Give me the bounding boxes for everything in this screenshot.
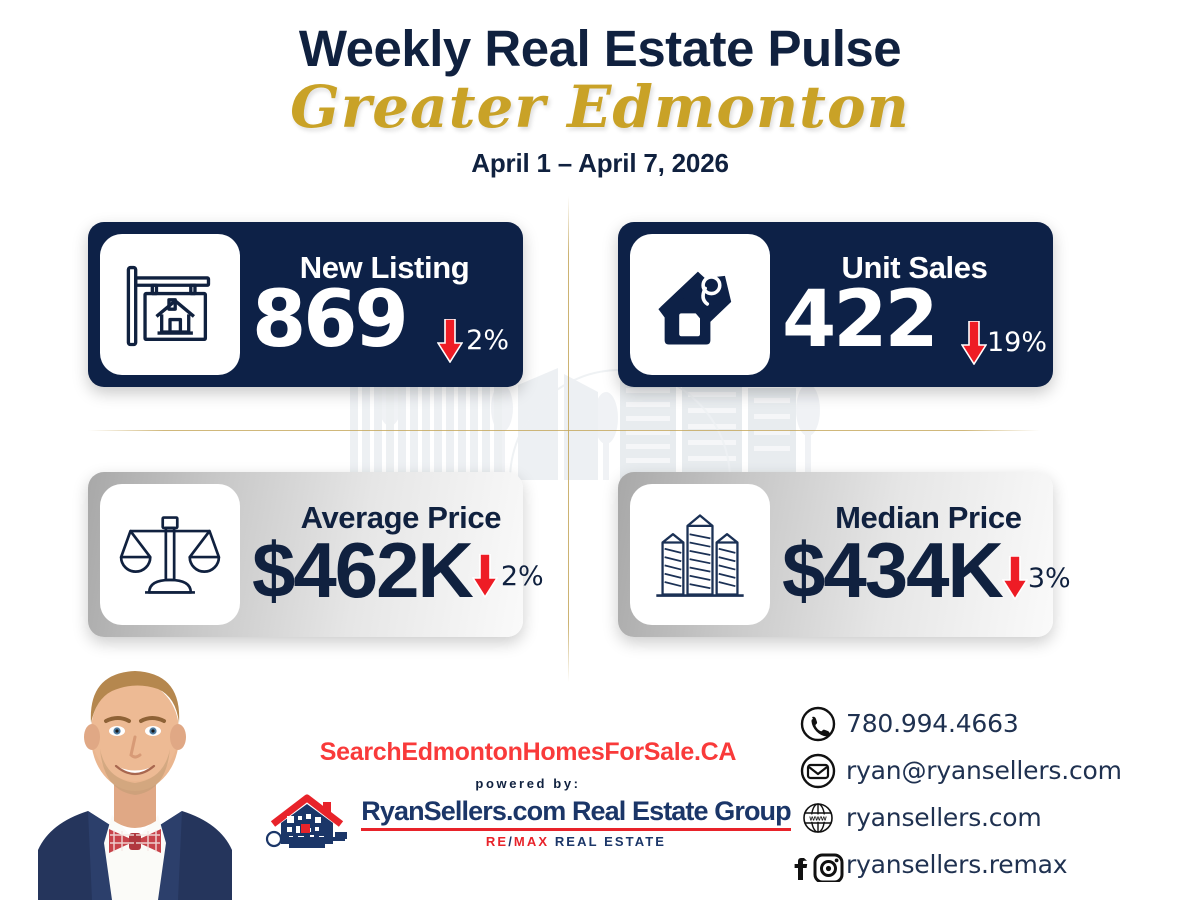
- stat-value: $462K: [252, 526, 474, 615]
- stat-value: $434K: [782, 526, 1004, 615]
- delta-badge: 19%: [960, 320, 1047, 365]
- stat-card-median-price: Median Price $434K 3%: [618, 472, 1071, 637]
- contact-row-social[interactable]: ryansellers.remax: [790, 841, 1122, 888]
- card-body: Median Price $434K 3%: [770, 472, 1081, 637]
- brand-logo-row: RyanSellers.com Real Estate Group RE/MAX…: [258, 792, 798, 854]
- remax-tail: REAL ESTATE: [549, 833, 667, 849]
- contact-row-website[interactable]: www ryansellers.com: [790, 794, 1122, 841]
- stat-label: Unit Sales: [841, 250, 988, 286]
- horizontal-divider: [88, 430, 1040, 431]
- house-price-tag-icon: [630, 234, 770, 375]
- agent-headshot: [38, 671, 232, 900]
- stat-card-unit-sales: Unit Sales 422 19%: [618, 222, 1053, 387]
- contact-list: 780.994.4663 ryan@ryansellers.com www ry…: [790, 700, 1122, 888]
- remax-slash: /: [508, 833, 514, 849]
- arrow-down-icon: [471, 554, 498, 598]
- brand-divider-rule: [361, 827, 791, 831]
- contact-row-phone[interactable]: 780.994.4663: [790, 700, 1122, 747]
- vertical-divider: [568, 196, 569, 682]
- website-address: ryansellers.com: [846, 803, 1042, 832]
- globe-icon: www: [790, 801, 846, 835]
- delta-badge: 3%: [1001, 556, 1071, 600]
- stat-card-average-price: Average Price $462K 2%: [88, 472, 544, 637]
- for-sale-sign-icon: [100, 234, 240, 375]
- arrow-down-icon: [1001, 556, 1028, 600]
- brand-text: RyanSellers.com Real Estate Group RE/MAX…: [357, 796, 792, 849]
- brand-block: SearchEdmontonHomesForSale.CA powered by…: [258, 738, 798, 854]
- delta-badge: 2%: [437, 318, 509, 363]
- stat-value-row: $434K 3%: [776, 526, 1081, 615]
- page-title: Weekly Real Estate Pulse: [298, 20, 902, 77]
- card-body: Average Price $462K 2%: [240, 472, 556, 637]
- card-body: New Listing 869 2%: [240, 222, 523, 387]
- stat-value-row: $462K 2%: [246, 526, 556, 615]
- remax-max: MAX: [513, 833, 550, 849]
- delta-percent: 2%: [500, 560, 544, 592]
- svg-text:www: www: [808, 813, 826, 822]
- stat-label: Average Price: [300, 500, 502, 536]
- stat-value-row: 422 19%: [776, 275, 1053, 366]
- card-body: Unit Sales 422 19%: [770, 222, 1053, 387]
- stat-label: New Listing: [299, 250, 470, 286]
- social-handle: ryansellers.remax: [846, 850, 1068, 879]
- instagram-icon: [813, 853, 844, 882]
- arrow-down-icon: [437, 318, 464, 363]
- header: Weekly Real Estate Pulse Greater Edmonto…: [0, 0, 1200, 179]
- email-icon: [790, 752, 846, 790]
- email-address: ryan@ryansellers.com: [846, 756, 1122, 785]
- stat-value: 422: [782, 275, 939, 366]
- brand-name: RyanSellers.com Real Estate Group: [361, 796, 791, 827]
- brand-website-url[interactable]: SearchEdmontonHomesForSale.CA: [319, 738, 737, 766]
- stat-label: Median Price: [835, 500, 1022, 536]
- remax-re: RE: [485, 833, 509, 849]
- remax-real-estate-label: RE/MAX REAL ESTATE: [361, 834, 790, 849]
- delta-percent: 19%: [986, 327, 1047, 359]
- delta-percent: 3%: [1027, 562, 1071, 594]
- stat-card-new-listing: New Listing 869 2%: [88, 222, 523, 387]
- delta-badge: 2%: [471, 554, 544, 598]
- city-buildings-icon: [630, 484, 770, 625]
- stat-value-row: 869 2%: [246, 275, 523, 366]
- contact-row-email[interactable]: ryan@ryansellers.com: [790, 747, 1122, 794]
- powered-by-label: powered by:: [475, 776, 581, 791]
- region-subtitle: Greater Edmonton: [290, 72, 910, 141]
- social-icon: [790, 848, 846, 882]
- ryansellers-house-qr-logo-icon: [266, 794, 348, 848]
- arrow-down-icon: [960, 320, 987, 365]
- phone-number: 780.994.4663: [846, 709, 1019, 738]
- date-range-label: April 1 – April 7, 2026: [471, 148, 729, 179]
- facebook-icon: [794, 857, 808, 880]
- phone-icon: [790, 705, 846, 743]
- stat-value: 869: [252, 275, 409, 366]
- delta-percent: 2%: [466, 325, 509, 357]
- balance-scale-icon: [100, 484, 240, 625]
